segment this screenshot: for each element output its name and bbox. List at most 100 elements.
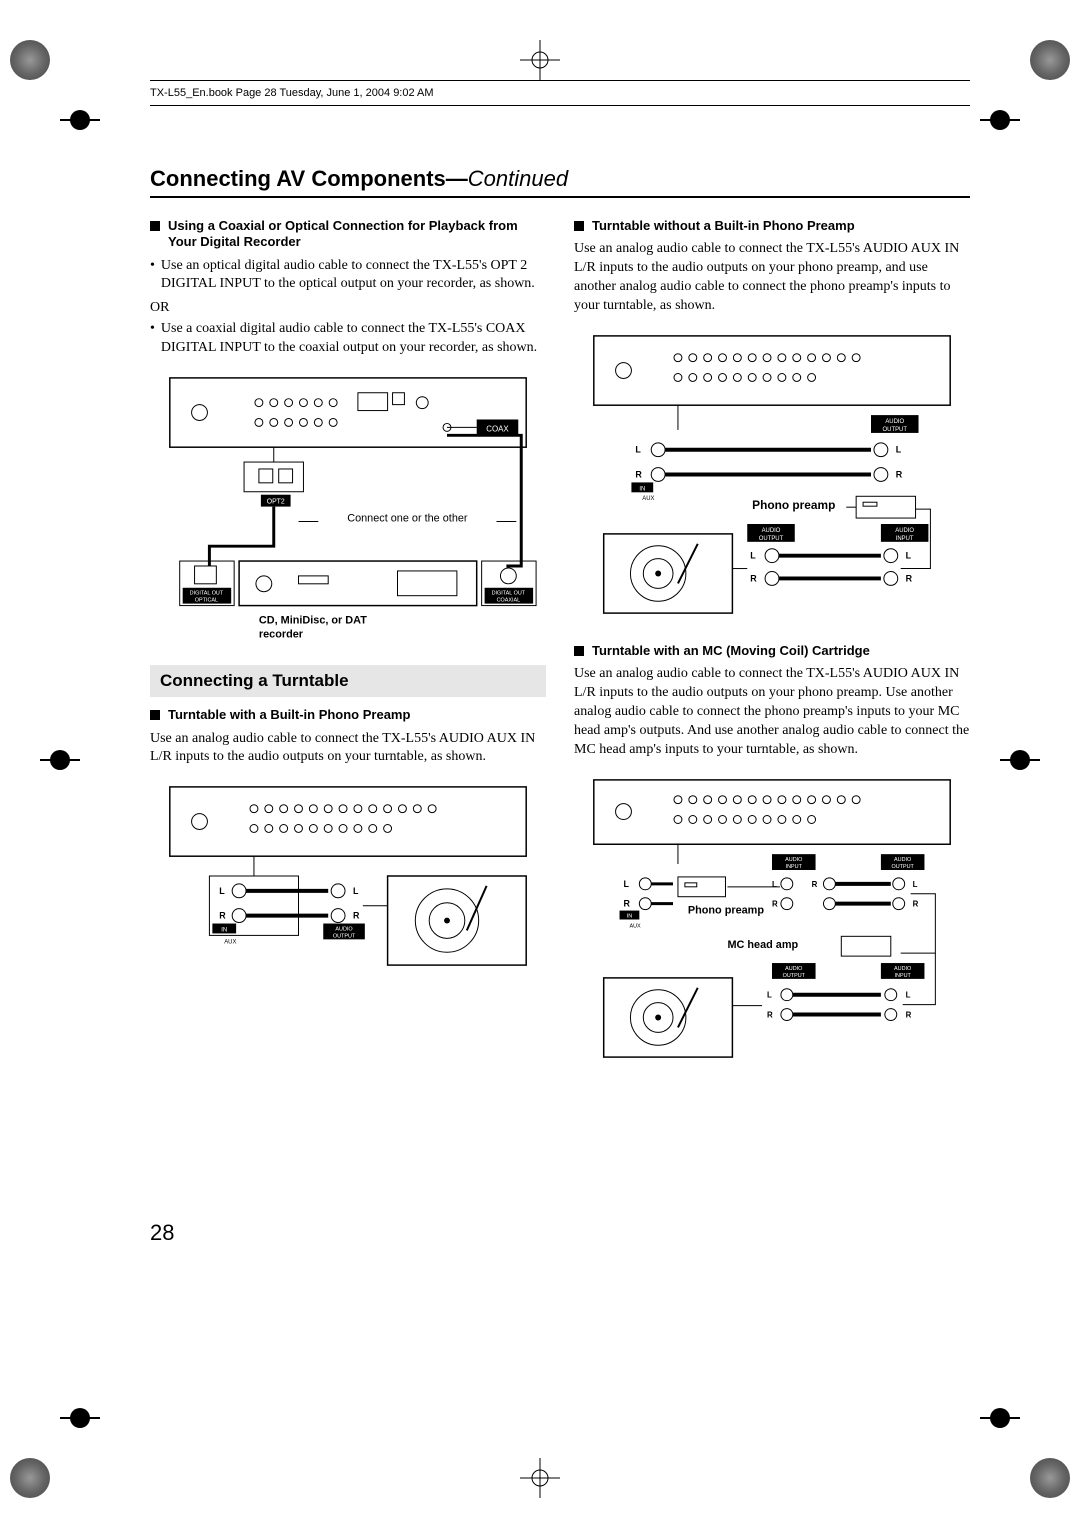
page-number: 28: [150, 1220, 174, 1246]
svg-text:R: R: [624, 898, 631, 908]
crop-mark-top: [520, 40, 560, 80]
left-diagram-2: L R IN AUX L R AUDIO: [150, 777, 546, 995]
right-diagram-2: AUDIO INPUT AUDIO OUTPUT L R IN AUX Phon…: [574, 770, 970, 1107]
svg-text:Connect one or the other: Connect one or the other: [347, 513, 468, 525]
svg-text:MC head amp: MC head amp: [727, 939, 798, 951]
left-heading-2: Turntable with a Built-in Phono Preamp: [150, 707, 546, 723]
svg-text:OPTICAL: OPTICAL: [195, 598, 218, 604]
left-bullet-2: • Use a coaxial digital audio cable to c…: [150, 320, 546, 358]
square-bullet-icon: [150, 710, 160, 720]
corner-circle-br: [1030, 1458, 1070, 1498]
svg-text:L: L: [635, 445, 641, 455]
page-title: Connecting AV Components—Continued: [150, 166, 970, 192]
svg-text:CD, MiniDisc, or DAT: CD, MiniDisc, or DAT: [259, 614, 367, 626]
svg-text:OUTPUT: OUTPUT: [783, 972, 806, 978]
svg-text:AUDIO: AUDIO: [894, 857, 911, 863]
svg-text:AUX: AUX: [224, 940, 236, 946]
svg-text:R: R: [635, 469, 642, 479]
crop-mark-left-top: [60, 100, 100, 140]
svg-text:AUDIO: AUDIO: [762, 528, 781, 534]
header-rule: [150, 105, 970, 106]
svg-text:AUDIO: AUDIO: [894, 965, 911, 971]
svg-text:INPUT: INPUT: [896, 536, 914, 542]
svg-text:IN: IN: [639, 486, 645, 492]
right-body-1: Use an analog audio cable to connect the…: [574, 240, 970, 316]
svg-text:AUDIO: AUDIO: [895, 528, 914, 534]
left-bullet-1: • Use an optical digital audio cable to …: [150, 257, 546, 295]
title-underline: [150, 196, 970, 198]
right-heading-2: Turntable with an MC (Moving Coil) Cartr…: [574, 643, 970, 659]
page-content: TX-L55_En.book Page 28 Tuesday, June 1, …: [150, 80, 970, 1126]
square-bullet-icon: [574, 221, 584, 231]
svg-text:R: R: [219, 911, 226, 921]
svg-text:L: L: [906, 550, 912, 560]
svg-text:R: R: [812, 879, 818, 888]
crop-mark-left-bot: [60, 1398, 100, 1438]
svg-text:R: R: [767, 1010, 773, 1019]
svg-text:AUDIO: AUDIO: [335, 927, 352, 933]
svg-text:OUTPUT: OUTPUT: [759, 536, 784, 542]
title-main: Connecting AV Components: [150, 166, 446, 191]
left-bullet-2-text: Use a coaxial digital audio cable to con…: [161, 320, 546, 358]
right-diagram-1: AUDIO OUTPUT L R IN AUX L R: [574, 326, 970, 623]
svg-text:L: L: [906, 990, 911, 999]
title-sep: —: [446, 166, 468, 191]
svg-text:IN: IN: [221, 928, 227, 934]
svg-text:OUTPUT: OUTPUT: [333, 934, 356, 940]
svg-text:AUDIO: AUDIO: [785, 857, 802, 863]
right-heading-1-text: Turntable without a Built-in Phono Pream…: [592, 218, 855, 234]
crop-mark-left-mid: [40, 740, 80, 780]
svg-text:L: L: [913, 879, 918, 888]
square-bullet-icon: [574, 646, 584, 656]
left-heading-1: Using a Coaxial or Optical Connection fo…: [150, 218, 546, 251]
svg-text:L: L: [624, 878, 630, 888]
header-book-info: TX-L55_En.book Page 28 Tuesday, June 1, …: [150, 87, 970, 99]
svg-text:Phono preamp: Phono preamp: [752, 498, 835, 512]
svg-text:DIGITAL OUT: DIGITAL OUT: [190, 591, 224, 597]
svg-text:R: R: [772, 899, 778, 908]
svg-text:IN: IN: [627, 913, 633, 919]
crop-mark-bottom: [520, 1458, 560, 1498]
corner-circle-bl: [10, 1458, 50, 1498]
svg-text:R: R: [906, 1010, 912, 1019]
bullet-dot: •: [150, 257, 155, 295]
svg-text:R: R: [896, 469, 903, 479]
left-heading-1-text: Using a Coaxial or Optical Connection fo…: [168, 218, 546, 251]
svg-text:INPUT: INPUT: [786, 864, 803, 870]
right-heading-2-text: Turntable with an MC (Moving Coil) Cartr…: [592, 643, 870, 659]
corner-circle-tl: [10, 40, 50, 80]
right-column: Turntable without a Built-in Phono Pream…: [574, 218, 970, 1126]
svg-text:L: L: [219, 886, 225, 896]
svg-text:L: L: [767, 990, 772, 999]
bullet-dot: •: [150, 320, 155, 358]
svg-text:R: R: [353, 911, 360, 921]
crop-mark-right-mid: [1000, 740, 1040, 780]
svg-text:OUTPUT: OUTPUT: [883, 427, 908, 433]
coax-label: COAX: [486, 424, 509, 433]
title-continued: Continued: [468, 166, 568, 191]
svg-text:L: L: [896, 445, 902, 455]
svg-text:R: R: [906, 573, 913, 583]
svg-text:AUX: AUX: [629, 923, 641, 929]
svg-text:AUDIO: AUDIO: [785, 965, 802, 971]
corner-circle-tr: [1030, 40, 1070, 80]
crop-mark-right-top: [980, 100, 1020, 140]
right-body-2: Use an analog audio cable to connect the…: [574, 665, 970, 759]
svg-text:DIGITAL OUT: DIGITAL OUT: [492, 591, 526, 597]
svg-text:recorder: recorder: [259, 628, 304, 640]
section-band-turntable: Connecting a Turntable: [150, 665, 546, 697]
svg-text:L: L: [353, 886, 359, 896]
right-heading-1: Turntable without a Built-in Phono Pream…: [574, 218, 970, 234]
svg-text:COAXIAL: COAXIAL: [497, 598, 521, 604]
svg-text:R: R: [750, 573, 757, 583]
left-heading-2-text: Turntable with a Built-in Phono Preamp: [168, 707, 410, 723]
left-or: OR: [150, 300, 546, 316]
left-body-2: Use an analog audio cable to connect the…: [150, 730, 546, 768]
svg-text:L: L: [772, 879, 777, 888]
svg-text:OUTPUT: OUTPUT: [891, 864, 914, 870]
square-bullet-icon: [150, 221, 160, 231]
left-column: Using a Coaxial or Optical Connection fo…: [150, 218, 546, 1126]
svg-text:Phono preamp: Phono preamp: [688, 904, 764, 916]
left-diagram-1: COAX OPT2 Connect one or the other: [150, 368, 546, 645]
svg-text:AUDIO: AUDIO: [885, 419, 904, 425]
